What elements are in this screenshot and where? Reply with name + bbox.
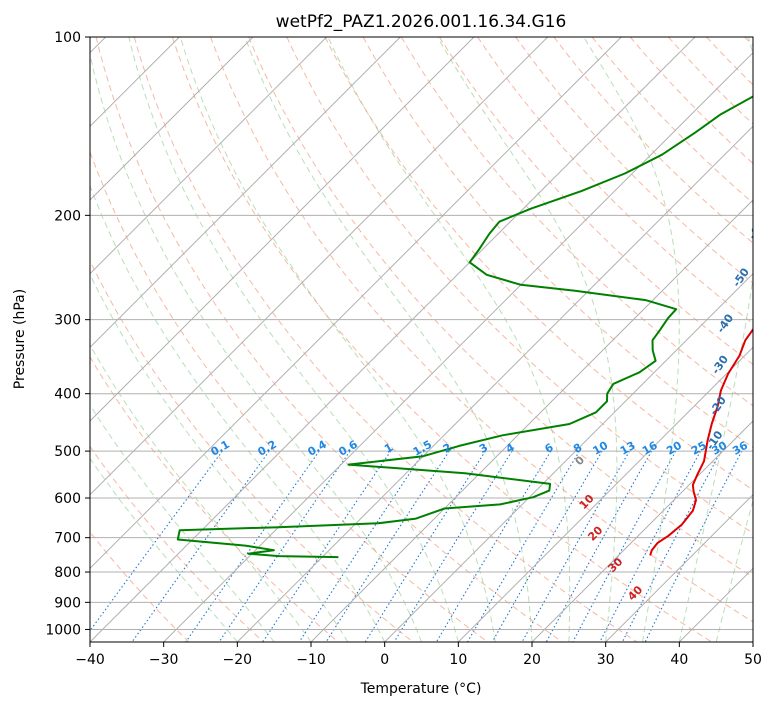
isotherm-gridline <box>90 37 401 349</box>
x-tick-label: −10 <box>296 652 326 668</box>
y-axis-label: Pressure (hPa) <box>12 289 28 389</box>
mixing-ratio-line <box>572 450 677 642</box>
y-tick-label: 500 <box>54 444 81 460</box>
y-tick-label: 300 <box>54 313 81 329</box>
moist-adiabat-line <box>90 404 275 642</box>
mixing-ratio-line <box>393 450 513 642</box>
isotherm-gridline <box>90 37 328 275</box>
dry-adiabat-line <box>591 37 753 204</box>
y-tick-label: 700 <box>54 531 81 547</box>
isotherm-gridline <box>605 493 753 642</box>
moist-adiabat-line <box>90 52 422 642</box>
temperature-profile <box>649 327 753 556</box>
dry-adiabat-line <box>286 37 753 534</box>
isotherm-gridline <box>384 272 753 642</box>
moist-adiabat-line <box>715 498 753 642</box>
dewpoint-profile <box>176 95 753 559</box>
dry-adiabat-line <box>553 37 753 244</box>
moist-adiabat-line <box>90 184 386 642</box>
isotherm-gridline <box>90 37 549 496</box>
axis-ticks: −40 −30 −20 −10 0 10 20 30 40 50 100 200 300 400 500 60… <box>45 30 762 668</box>
moist-adiabat-line <box>327 37 571 642</box>
y-tick-label: 800 <box>54 565 81 581</box>
sounding-curves <box>176 95 753 559</box>
moist-adiabat-line <box>90 457 238 642</box>
dry-adiabat-line <box>90 445 264 642</box>
moist-adiabat-line <box>244 37 533 642</box>
mixing-ratio-line <box>435 450 552 642</box>
moist-adiabat-line <box>437 37 618 642</box>
dry-adiabat-label: -60 <box>746 218 768 242</box>
moist-adiabat-line <box>90 273 349 642</box>
mixing-ratio-line <box>491 450 603 642</box>
x-tick-label: −20 <box>223 652 253 668</box>
dry-adiabat-line <box>90 355 339 642</box>
x-tick-label: 40 <box>670 652 688 668</box>
y-tick-label: 900 <box>54 595 81 611</box>
moist-adiabat-line <box>678 37 753 642</box>
dry-adiabat-line <box>95 37 563 642</box>
mixing-ratio-line <box>545 450 653 642</box>
moist-adiabat-line <box>128 37 459 642</box>
isotherm-gridline <box>531 420 753 642</box>
dry-adiabat-line <box>438 37 753 365</box>
dry-adiabat-line <box>400 37 753 407</box>
y-tick-label: 100 <box>54 30 81 46</box>
isotherm-gridline <box>236 125 753 642</box>
isotherm-gridline <box>310 199 753 642</box>
dry-adiabat-line <box>90 259 414 642</box>
y-tick-label: 400 <box>54 387 81 403</box>
moist-adiabat-line <box>582 37 680 642</box>
mixing-ratio-line <box>599 450 701 642</box>
dry-adiabat-line <box>324 37 753 491</box>
mixing-ratio-line <box>364 450 486 642</box>
y-tick-label: 600 <box>54 491 81 507</box>
dry-adiabat-line <box>90 150 488 642</box>
isotherm-gridline <box>163 51 753 642</box>
isotherm-gridline <box>90 37 622 570</box>
mixing-ratio-line <box>521 450 630 642</box>
x-tick-label: −40 <box>75 652 105 668</box>
y-tick-label: 200 <box>54 208 81 224</box>
mixing-ratio-line <box>467 450 580 642</box>
isotherm-gridline <box>457 346 753 642</box>
x-tick-label: 20 <box>523 652 541 668</box>
moist-adiabats <box>90 37 753 642</box>
x-tick-label: 0 <box>380 652 389 668</box>
x-tick-label: 30 <box>597 652 615 668</box>
chart-title: wetPf2_PAZ1.2026.001.16.34.G16 <box>276 12 567 32</box>
mixing-ratio-line <box>131 450 270 642</box>
dry-adiabat-line <box>133 37 638 642</box>
mixing-ratio-line <box>621 450 722 642</box>
x-tick-label: 50 <box>744 652 762 668</box>
isotherm-gridline <box>90 37 475 422</box>
dry-adiabat-line <box>248 37 753 578</box>
dry-adiabat-line <box>171 37 712 642</box>
dry-adiabat-line <box>210 37 753 623</box>
x-tick-label: 10 <box>449 652 467 668</box>
x-tick-label: −30 <box>149 652 179 668</box>
y-tick-label: 1000 <box>45 622 81 638</box>
moist-adiabat-line <box>179 37 496 642</box>
isotherm-gridline <box>90 37 254 201</box>
grid-lines <box>90 37 753 642</box>
plot-frame <box>89 36 754 643</box>
x-axis-label: Temperature (°C) <box>360 681 482 697</box>
mixing-ratio-line <box>218 450 351 642</box>
